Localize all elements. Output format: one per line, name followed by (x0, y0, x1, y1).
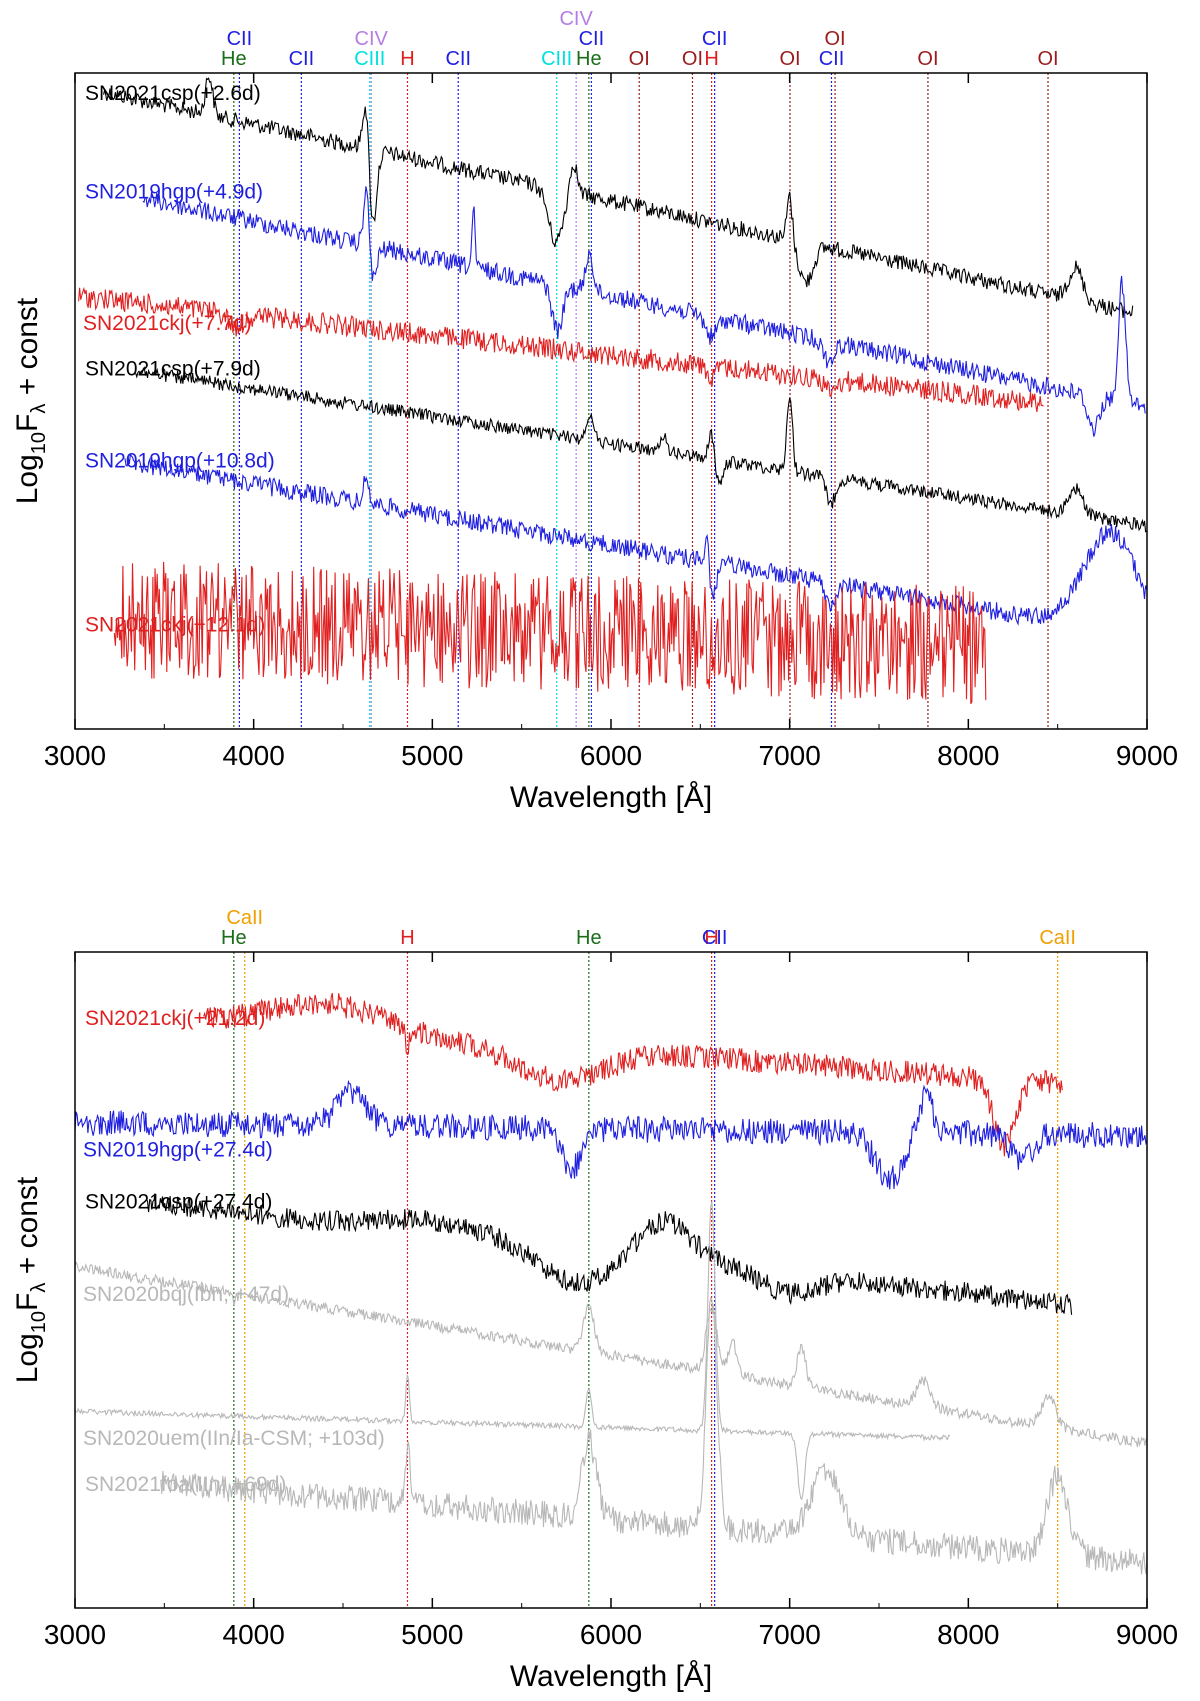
y-axis-label: Log10Fλ + const (11, 1176, 50, 1383)
x-tick-label: 3000 (44, 740, 106, 771)
x-tick-label: 6000 (580, 1619, 642, 1650)
line-id-label: CII (227, 28, 253, 50)
series-label: SN2019hgp(+27.4d) (83, 1139, 273, 1162)
line-id-label: CIII (354, 48, 385, 70)
line-id-label: CII (579, 28, 605, 50)
spectrum-series (160, 1296, 1147, 1575)
line-id-label: OI (917, 48, 938, 70)
line-id-label: CII (819, 48, 845, 70)
line-id-label: CIV (355, 28, 389, 50)
x-tick-label: 5000 (401, 1619, 463, 1650)
line-id-label: CII (445, 48, 471, 70)
spectrum-series (113, 561, 987, 704)
spectrum-series (146, 1193, 1073, 1315)
x-axis-label: Wavelength [Å] (510, 781, 712, 814)
line-id-label: CIV (559, 8, 593, 30)
x-tick-label: 4000 (223, 740, 285, 771)
spectrum-series (142, 186, 1146, 437)
line-id-label: OI (824, 28, 845, 50)
x-tick-label: 5000 (401, 740, 463, 771)
spectrum-series (75, 1079, 1147, 1190)
line-id-label: CII (289, 48, 315, 70)
spectrum-series (124, 453, 1147, 626)
plot-frame (74, 951, 1148, 1609)
spectrum-series (135, 366, 1147, 533)
line-id-label: H (704, 48, 718, 70)
spectrum-series (75, 1260, 1147, 1448)
line-id-label: CaII (1039, 927, 1076, 949)
series-label: SN2021csp(+27.4d) (85, 1191, 272, 1214)
series-label: SN2021csp(+2.6d) (85, 82, 261, 105)
x-axis-label: Wavelength [Å] (510, 1660, 712, 1693)
series-label: SN2020uem(IIn/Ia-CSM; +103d) (83, 1427, 385, 1450)
line-id-label: OI (682, 48, 703, 70)
line-id-label: CII (702, 28, 728, 50)
x-tick-label: 6000 (580, 740, 642, 771)
series-label: SN2021ckj(+12.1d) (85, 613, 265, 636)
line-id-label: CIII (541, 48, 572, 70)
line-id-label: OI (629, 48, 650, 70)
spectrum-series (75, 1201, 951, 1501)
spectrum-series (203, 992, 1063, 1157)
line-id-label: He (576, 48, 602, 70)
series-label: SN2021ckj(+21.2d) (85, 1007, 265, 1030)
line-id-label: OI (779, 48, 800, 70)
x-tick-label: 4000 (223, 1619, 285, 1650)
x-tick-label: 9000 (1116, 1619, 1178, 1650)
series-label: SN2020bqj(Ibn; +47d) (83, 1283, 289, 1306)
x-tick-label: 8000 (937, 1619, 999, 1650)
line-id-label: CII (702, 927, 728, 949)
series-label: SN2021csp(+7.9d) (85, 358, 261, 381)
spectrum-series (78, 286, 1044, 412)
line-id-label: OI (1037, 48, 1058, 70)
line-id-label: H (400, 927, 414, 949)
x-tick-label: 9000 (1116, 740, 1178, 771)
line-id-label: He (221, 48, 247, 70)
line-id-label: He (576, 927, 602, 949)
series-label: SN2019hgp(+4.9d) (85, 181, 263, 204)
line-id-label: He (221, 927, 247, 949)
x-tick-label: 8000 (937, 740, 999, 771)
x-tick-label: 7000 (759, 740, 821, 771)
line-id-label: H (704, 927, 718, 949)
series-label: SN2019hgp(+10.8d) (85, 449, 275, 472)
y-axis-label: Log10Fλ + const (11, 297, 50, 504)
x-tick-label: 7000 (759, 1619, 821, 1650)
spectrum-series (103, 77, 1134, 319)
x-tick-label: 3000 (44, 1619, 106, 1650)
series-label: SN2021ckj(+7.7d) (83, 312, 252, 335)
line-id-label: CaII (226, 907, 263, 929)
line-id-label: H (400, 48, 414, 70)
series-label: SN2021foa(IIn; +69d) (85, 1473, 286, 1496)
